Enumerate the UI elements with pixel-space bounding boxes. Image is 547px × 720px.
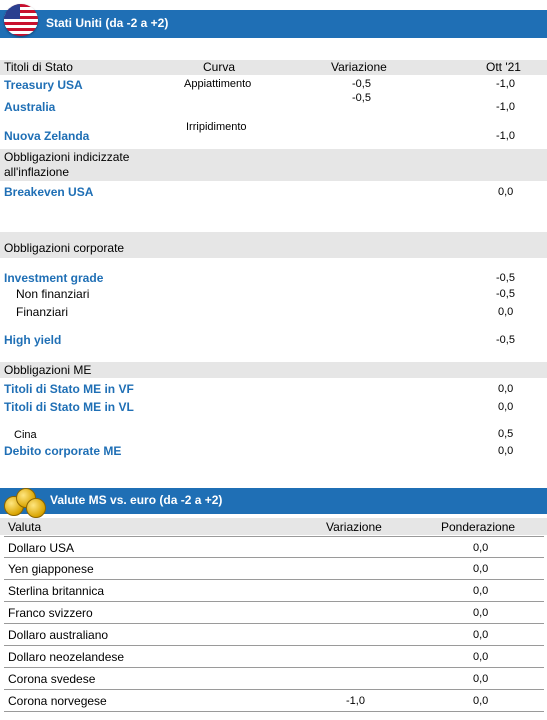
col-header-variazione: Variazione: [331, 60, 387, 74]
treasury-usa-ott: -1,0: [496, 78, 515, 90]
me-header: Obbligazioni ME: [4, 363, 92, 377]
inflation-header-line1: Obbligazioni indicizzate: [4, 150, 130, 164]
col-header-curva: Curva: [203, 60, 236, 74]
valuta-row-label: Dollaro neozelandese: [8, 650, 125, 664]
valuta-row-ponderazione: 0,0: [473, 563, 489, 575]
stato-me-vl-label: Titoli di Stato ME in VL: [4, 400, 134, 414]
nuova-zelanda-curva: Irripidimento: [186, 121, 247, 133]
valuta-row-ponderazione: 0,0: [473, 629, 489, 641]
investment-grade-label: Investment grade: [4, 271, 104, 285]
col-header-ott: Ott '21: [486, 60, 521, 74]
finanziari-label: Finanziari: [16, 305, 69, 319]
high-yield-ott: -0,5: [496, 334, 515, 346]
valuta-row-label: Dollaro australiano: [8, 628, 109, 642]
treasury-usa-curva: Appiattimento: [184, 78, 252, 90]
valuta-row-label: Corona svedese: [8, 672, 96, 686]
nuova-zelanda-ott: -1,0: [496, 130, 515, 142]
stato-me-vl-ott: 0,0: [498, 401, 514, 413]
investment-grade-ott: -0,5: [496, 272, 515, 284]
col-header-titoli: Titoli di Stato: [4, 60, 73, 74]
section-title-valute: Valute MS vs. euro (da -2 a +2): [50, 493, 223, 507]
inflation-header-line2: all'inflazione: [4, 165, 69, 179]
section-title-usa: Stati Uniti (da -2 a +2): [46, 16, 169, 30]
australia-variazione: -0,5: [352, 92, 371, 104]
inflation-header-row: [0, 149, 547, 181]
treasury-usa-label: Treasury USA: [4, 78, 83, 92]
valuta-row-ponderazione: 0,0: [473, 585, 489, 597]
debito-corp-me-label: Debito corporate ME: [4, 444, 122, 458]
section-banner-usa: Stati Uniti (da -2 a +2): [0, 10, 547, 38]
breakeven-usa-ott: 0,0: [498, 186, 514, 198]
valuta-row-ponderazione: 0,0: [473, 673, 489, 685]
australia-ott: -1,0: [496, 101, 515, 113]
valuta-row-label: Corona norvegese: [8, 694, 107, 708]
nuova-zelanda-label: Nuova Zelanda: [4, 129, 90, 143]
valuta-row-label: Yen giapponese: [8, 562, 94, 576]
valuta-row-variazione: -1,0: [346, 695, 365, 707]
valuta-row-ponderazione: 0,0: [473, 695, 489, 707]
stato-me-vf-ott: 0,0: [498, 383, 514, 395]
valute-col-header-variazione: Variazione: [326, 520, 382, 534]
cina-ott: 0,5: [498, 428, 514, 440]
euro-coins-icon: [2, 486, 48, 518]
corporate-header: Obbligazioni corporate: [4, 241, 125, 255]
non-finanziari-ott: -0,5: [496, 288, 515, 300]
section-banner-valute: Valute MS vs. euro (da -2 a +2): [0, 488, 547, 514]
high-yield-label: High yield: [4, 333, 62, 347]
us-flag-icon: [4, 4, 38, 36]
valute-header-row: [0, 518, 547, 535]
valuta-row-label: Sterlina britannica: [8, 584, 105, 598]
corporate-header-row: [0, 232, 547, 258]
valuta-row-label: Dollaro USA: [8, 541, 75, 555]
valuta-row-label: Franco svizzero: [8, 606, 93, 620]
cina-label: Cina: [14, 429, 37, 441]
valuta-row-ponderazione: 0,0: [473, 607, 489, 619]
australia-label: Australia: [4, 100, 56, 114]
treasury-usa-variazione: -0,5: [352, 78, 371, 90]
non-finanziari-label: Non finanziari: [16, 287, 90, 301]
header-row: [0, 60, 547, 75]
debito-corp-me-ott: 0,0: [498, 445, 514, 457]
valute-col-header-ponderazione: Ponderazione: [441, 520, 516, 534]
finanziari-ott: 0,0: [498, 306, 514, 318]
valute-col-header-valuta: Valuta: [8, 520, 42, 534]
me-header-row: [0, 362, 547, 378]
breakeven-usa-label: Breakeven USA: [4, 185, 94, 199]
valuta-row-ponderazione: 0,0: [473, 542, 489, 554]
stato-me-vf-label: Titoli di Stato ME in VF: [4, 382, 134, 396]
valuta-row-ponderazione: 0,0: [473, 651, 489, 663]
